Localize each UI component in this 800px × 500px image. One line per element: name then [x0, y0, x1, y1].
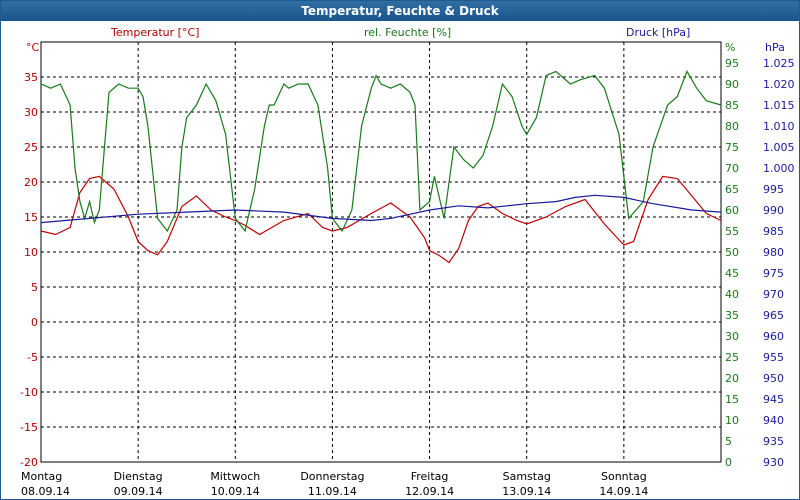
humidity-tick-label: 30	[725, 330, 739, 343]
humidity-tick-label: 15	[725, 393, 739, 406]
pressure-tick-label: 940	[763, 414, 784, 427]
pressure-tick-label: 1.015	[763, 99, 795, 112]
day-date-label: 13.09.14	[502, 485, 551, 498]
day-date-label: 08.09.14	[21, 485, 70, 498]
humidity-tick-label: 55	[725, 225, 739, 238]
chart-title: Temperatur, Feuchte & Druck	[1, 1, 799, 21]
pressure-tick-label: 1.025	[763, 57, 795, 70]
pressure-tick-label: 955	[763, 351, 784, 364]
humidity-tick-label: 5	[725, 435, 732, 448]
pressure-tick-label: 985	[763, 225, 784, 238]
humidity-tick-label: 10	[725, 414, 739, 427]
day-weekday-label: Donnerstag	[300, 470, 364, 483]
day-date-label: 10.09.14	[211, 485, 260, 498]
temperature-tick-label: -15	[20, 421, 38, 434]
pressure-tick-label: 965	[763, 309, 784, 322]
humidity-tick-label: 25	[725, 351, 739, 364]
humidity-tick-label: 75	[725, 141, 739, 154]
day-weekday-label: Mittwoch	[210, 470, 260, 483]
humidity-tick-label: 35	[725, 309, 739, 322]
pressure-tick-label: 930	[763, 456, 784, 469]
day-weekday-label: Samstag	[503, 470, 551, 483]
day-weekday-label: Sonntag	[601, 470, 647, 483]
pressure-tick-label: 945	[763, 393, 784, 406]
pressure-tick-label: 960	[763, 330, 784, 343]
pressure-tick-label: 990	[763, 204, 784, 217]
humidity-legend-label: rel. Feuchte [%]	[364, 26, 451, 39]
humidity-tick-label: 95	[725, 57, 739, 70]
pressure-tick-label: 1.020	[763, 78, 795, 91]
day-date-label: 09.09.14	[114, 485, 163, 498]
pressure-tick-label: 950	[763, 372, 784, 385]
temperature-tick-label: 30	[24, 106, 38, 119]
day-date-label: 11.09.14	[308, 485, 357, 498]
humidity-tick-label: 85	[725, 99, 739, 112]
humidity-unit-label: %	[725, 41, 735, 54]
humidity-tick-label: 80	[725, 120, 739, 133]
humidity-tick-label: 45	[725, 267, 739, 280]
humidity-tick-label: 0	[725, 456, 732, 469]
pressure-tick-label: 970	[763, 288, 784, 301]
temperature-tick-label: 5	[31, 281, 38, 294]
temperature-tick-label: -5	[27, 351, 38, 364]
pressure-tick-label: 935	[763, 435, 784, 448]
temperature-tick-label: 35	[24, 71, 38, 84]
humidity-tick-label: 40	[725, 288, 739, 301]
pressure-line	[40, 194, 722, 224]
humidity-tick-label: 50	[725, 246, 739, 259]
humidity-tick-label: 60	[725, 204, 739, 217]
humidity-tick-label: 90	[725, 78, 739, 91]
temperature-tick-label: 0	[31, 316, 38, 329]
humidity-tick-label: 65	[725, 183, 739, 196]
temperature-tick-label: 25	[24, 141, 38, 154]
pressure-tick-label: 995	[763, 183, 784, 196]
pressure-tick-label: 1.010	[763, 120, 795, 133]
humidity-tick-label: 70	[725, 162, 739, 175]
day-weekday-label: Montag	[21, 470, 62, 483]
humidity-line	[40, 70, 722, 233]
temperature-tick-label: -10	[20, 386, 38, 399]
pressure-tick-label: 1.000	[763, 162, 795, 175]
pressure-tick-label: 980	[763, 246, 784, 259]
humidity-tick-label: 20	[725, 372, 739, 385]
day-date-label: 12.09.14	[405, 485, 454, 498]
pressure-legend-label: Druck [hPa]	[626, 26, 690, 39]
pressure-unit-label: hPa	[765, 41, 785, 54]
temperature-tick-label: -20	[20, 456, 38, 469]
temperature-unit-label: °C	[26, 41, 40, 54]
pressure-tick-label: 1.005	[763, 141, 795, 154]
day-weekday-label: Dienstag	[114, 470, 163, 483]
temperature-tick-label: 20	[24, 176, 38, 189]
day-date-label: 14.09.14	[599, 485, 648, 498]
pressure-tick-label: 975	[763, 267, 784, 280]
temperature-line	[40, 175, 722, 264]
temperature-legend-label: Temperatur [°C]	[110, 26, 199, 39]
temperature-tick-label: 15	[24, 211, 38, 224]
temperature-tick-label: 10	[24, 246, 38, 259]
day-weekday-label: Freitag	[411, 470, 449, 483]
